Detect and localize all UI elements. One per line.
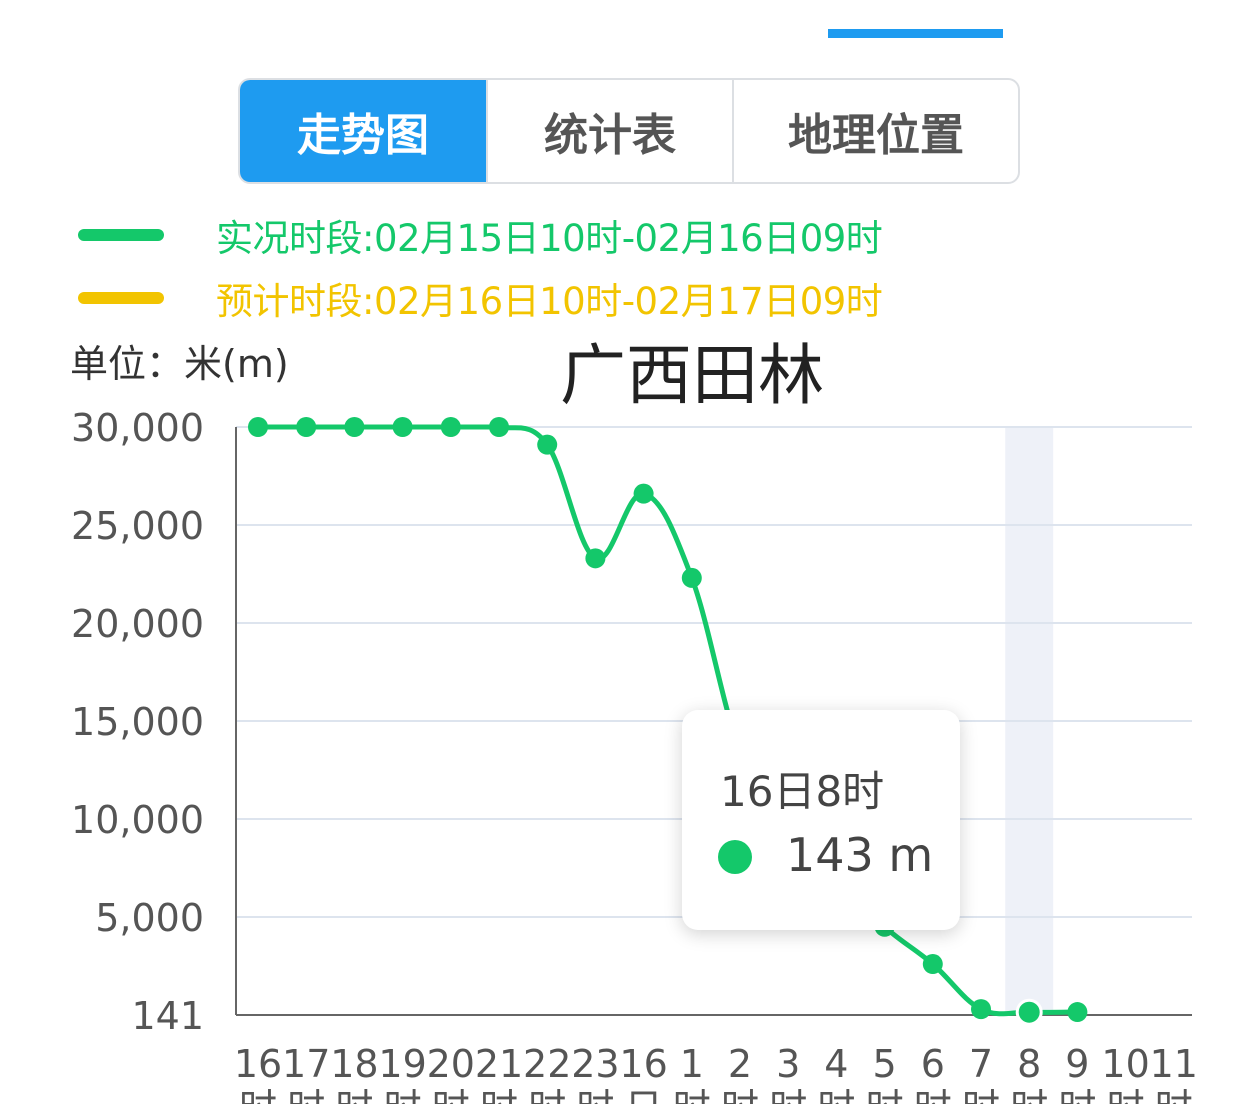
x-tick-label: 22时 <box>523 1042 571 1104</box>
data-point[interactable] <box>585 548 606 569</box>
data-point[interactable] <box>489 417 509 437</box>
x-tick-label: 9时 <box>1058 1042 1096 1104</box>
tab-statistics-table[interactable]: 统计表 <box>486 80 732 182</box>
y-tick-label: 30,000 <box>71 406 204 450</box>
y-tick-label: 10,000 <box>71 798 204 842</box>
legend-forecast-swatch <box>78 292 164 304</box>
top-tab-indicator <box>828 29 1003 38</box>
x-tick-label: 8时 <box>1010 1042 1048 1104</box>
data-point[interactable] <box>248 417 268 437</box>
x-tick-label: 10时 <box>1101 1042 1149 1104</box>
data-point[interactable] <box>1067 1002 1088 1023</box>
view-tabs: 走势图 统计表 地理位置 <box>238 78 1020 184</box>
legend-observed-swatch <box>78 229 164 241</box>
legend-observed[interactable]: 实况时段:02月15日10时-02月16日09时 <box>78 205 978 265</box>
data-point[interactable] <box>922 954 943 975</box>
tooltip-series-dot <box>718 840 752 874</box>
unit-label: 单位：米(m) <box>70 342 289 386</box>
data-point[interactable] <box>971 999 991 1020</box>
y-tick-label: 25,000 <box>71 504 204 548</box>
data-tooltip: 16日8时 143 m <box>682 710 960 930</box>
y-tick-label: 5,000 <box>95 896 204 940</box>
x-tick-label: 17时 <box>282 1042 330 1104</box>
x-tick-label: 23时 <box>571 1042 619 1104</box>
x-tick-label: 6时 <box>914 1042 952 1104</box>
x-tick-label: 20时 <box>427 1042 475 1104</box>
x-tick-label: 18时 <box>330 1042 378 1104</box>
tab-geo-location[interactable]: 地理位置 <box>732 80 1018 182</box>
tooltip-value: 143 m <box>786 828 934 882</box>
data-point[interactable] <box>681 567 702 588</box>
x-tick-label: 7时 <box>962 1042 1000 1104</box>
data-point[interactable] <box>392 417 413 437</box>
x-tick-label: 16日 <box>619 1042 667 1104</box>
tooltip-title: 16日8时 <box>720 767 885 816</box>
legend-forecast[interactable]: 预计时段:02月16日10时-02月17日09时 <box>78 268 978 328</box>
data-point[interactable] <box>440 417 461 437</box>
x-tick-label: 5时 <box>866 1042 904 1104</box>
data-point[interactable] <box>537 434 558 455</box>
chart-title: 广西田林 <box>560 337 824 414</box>
x-tick-label: 3时 <box>769 1042 807 1104</box>
legend-forecast-label: 预计时段:02月16日10时-02月17日09时 <box>216 280 883 323</box>
data-point[interactable] <box>633 483 654 504</box>
x-tick-label: 2时 <box>721 1042 759 1104</box>
data-point[interactable] <box>1015 998 1043 1026</box>
x-tick-label: 11时 <box>1150 1042 1198 1104</box>
x-tick-label: 16时 <box>234 1042 282 1104</box>
y-tick-label: 141 <box>131 994 204 1038</box>
legend-observed-label: 实况时段:02月15日10时-02月16日09时 <box>216 217 883 260</box>
y-tick-label: 20,000 <box>71 602 204 646</box>
x-tick-label: 19时 <box>378 1042 426 1104</box>
x-tick-label: 4时 <box>817 1042 855 1104</box>
x-tick-label: 1时 <box>673 1042 711 1104</box>
data-point[interactable] <box>296 417 317 437</box>
data-point[interactable] <box>344 417 365 437</box>
x-tick-label: 21时 <box>475 1042 523 1104</box>
y-tick-label: 15,000 <box>71 700 204 744</box>
tab-trend-chart[interactable]: 走势图 <box>240 80 486 182</box>
